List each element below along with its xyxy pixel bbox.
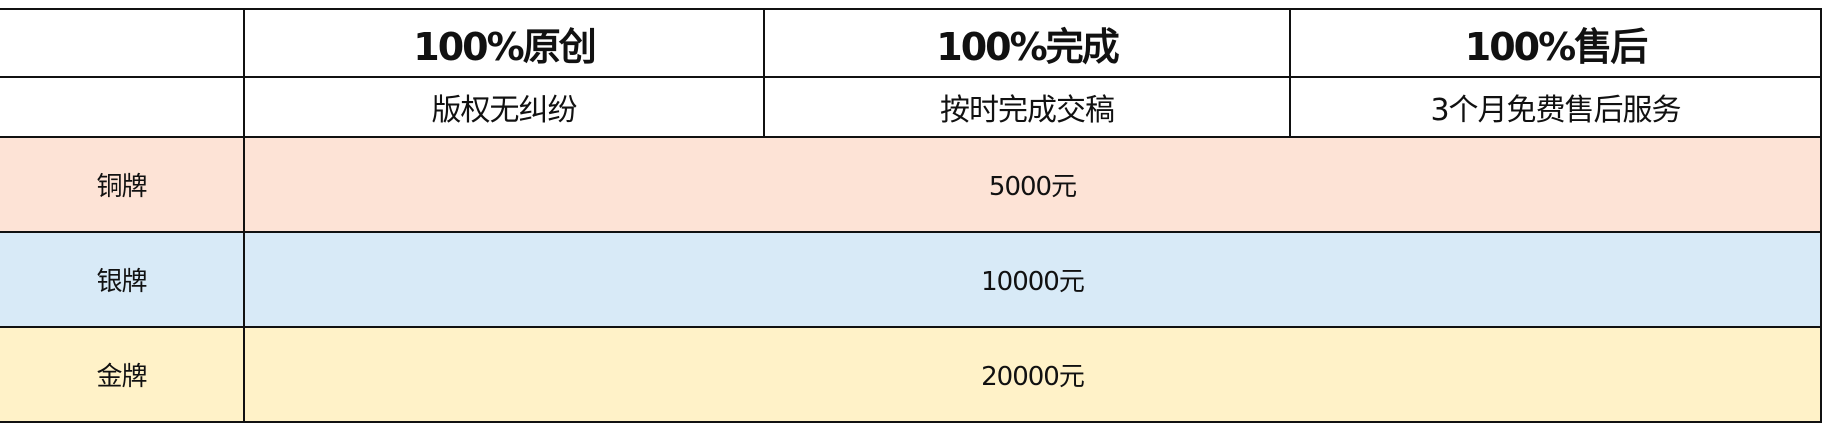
pricing-table: 100%原创 100%完成 100%售后 版权无纠纷 按时完成交稿 3个月免费售…	[0, 8, 1822, 423]
header-title-row: 100%原创 100%完成 100%售后	[0, 8, 1822, 78]
tier-price: 10000元	[243, 231, 1822, 328]
header-title-aftersales: 100%售后	[1289, 8, 1822, 78]
header-title-original: 100%原创	[243, 8, 765, 78]
tier-name: 铜牌	[0, 136, 245, 233]
header-subtitle-aftersales: 3个月免费售后服务	[1289, 76, 1822, 138]
tier-name: 银牌	[0, 231, 245, 328]
tier-price: 20000元	[243, 326, 1822, 423]
tier-row-bronze: 铜牌 5000元	[0, 136, 1822, 233]
tier-price: 5000元	[243, 136, 1822, 233]
empty-corner-cell	[0, 76, 245, 138]
empty-corner-cell	[0, 8, 245, 78]
header-subtitle-original: 版权无纠纷	[243, 76, 765, 138]
tier-row-gold: 金牌 20000元	[0, 326, 1822, 423]
tier-name: 金牌	[0, 326, 245, 423]
header-subtitle-completion: 按时完成交稿	[763, 76, 1291, 138]
header-title-completion: 100%完成	[763, 8, 1291, 78]
tier-row-silver: 银牌 10000元	[0, 231, 1822, 328]
header-subtitle-row: 版权无纠纷 按时完成交稿 3个月免费售后服务	[0, 76, 1822, 138]
